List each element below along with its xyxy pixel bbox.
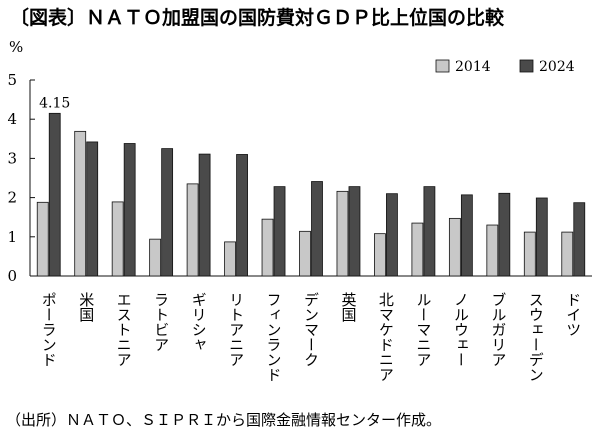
category-label: 米国 — [77, 292, 95, 322]
annotations: 4.15 — [39, 95, 70, 111]
legend-swatch-2014 — [435, 59, 450, 73]
bar-2014-10 — [411, 222, 424, 277]
category-label: ブルガリア — [489, 292, 507, 367]
bar-2024-3 — [161, 148, 174, 277]
category-label: 英国 — [339, 291, 357, 322]
bar-2024-10 — [423, 186, 436, 277]
category-label: ポーランド — [40, 292, 58, 367]
y-tick-label: 4 — [7, 110, 17, 128]
category-label: フィンランド — [265, 292, 283, 382]
bar-2024-11 — [460, 194, 473, 277]
y-tick-label: 3 — [7, 149, 17, 167]
bar-2014-5 — [224, 241, 236, 277]
bar-2024-14 — [573, 202, 586, 277]
chart-title: 〔図表〕ＮＡＴＯ加盟国の国防費対ＧＤＰ比上位国の比較 — [10, 6, 505, 29]
data-label: 4.15 — [39, 95, 70, 111]
legend: 2014 2024 — [435, 59, 575, 75]
category-label: ノルウェー — [452, 292, 470, 367]
y-tick-label: 5 — [7, 71, 17, 89]
category-label: ギリシャ — [190, 292, 208, 352]
bars — [36, 112, 586, 277]
source-note: （出所）ＮＡＴＯ、ＳＩＰＲＩから国際金融情報センター作成。 — [6, 411, 441, 429]
bar-2024-1 — [86, 141, 99, 277]
bar-2024-7 — [311, 181, 323, 277]
bar-2014-4 — [186, 183, 199, 277]
bar-2014-2 — [111, 201, 124, 277]
category-label: 北マケドニア — [377, 292, 395, 382]
category-label: デンマーク — [302, 292, 320, 367]
bar-2024-12 — [498, 192, 511, 277]
bar-2014-11 — [448, 217, 461, 277]
bar-2014-7 — [299, 230, 311, 277]
bar-2014-6 — [261, 218, 274, 277]
y-tick-label: 2 — [7, 189, 17, 207]
bar-2024-13 — [535, 197, 548, 277]
bar-2014-8 — [336, 190, 349, 277]
x-axis-labels: ポーランド 米国 エストニア ラトビア ギリシャ リトアニア フィンランド デンマーク 英国 北マ… — [40, 291, 583, 382]
bar-2024-5 — [236, 154, 248, 277]
category-label: リトアニア — [227, 292, 245, 367]
bar-2014-1 — [74, 130, 87, 277]
category-label: スウェーデン — [527, 292, 545, 382]
category-label: ルーマニア — [414, 292, 432, 367]
y-tick-label: 0 — [7, 267, 17, 285]
bar-2014-0 — [36, 201, 49, 277]
bar-2024-2 — [123, 143, 136, 277]
bar-2024-6 — [273, 186, 286, 277]
bar-2014-13 — [523, 231, 536, 277]
legend-swatch-2024 — [519, 59, 534, 73]
bar-2024-4 — [198, 153, 211, 277]
bar-2014-14 — [561, 231, 574, 277]
bar-2014-9 — [374, 233, 386, 277]
legend-label-2014: 2014 — [455, 59, 491, 75]
bar-2024-0 — [48, 112, 61, 277]
bar-2014-3 — [149, 238, 162, 277]
bar-2014-12 — [486, 224, 499, 277]
bar-2024-9 — [386, 193, 398, 277]
legend-label-2024: 2024 — [539, 59, 575, 75]
y-axis: 0 1 2 3 4 5 — [7, 71, 592, 285]
category-label: ラトビア — [152, 292, 170, 352]
category-label: ドイツ — [564, 292, 582, 337]
y-tick-label: 1 — [7, 228, 17, 246]
y-axis-unit: % — [9, 38, 23, 56]
category-label: エストニア — [115, 292, 133, 367]
bar-2024-8 — [348, 186, 361, 277]
